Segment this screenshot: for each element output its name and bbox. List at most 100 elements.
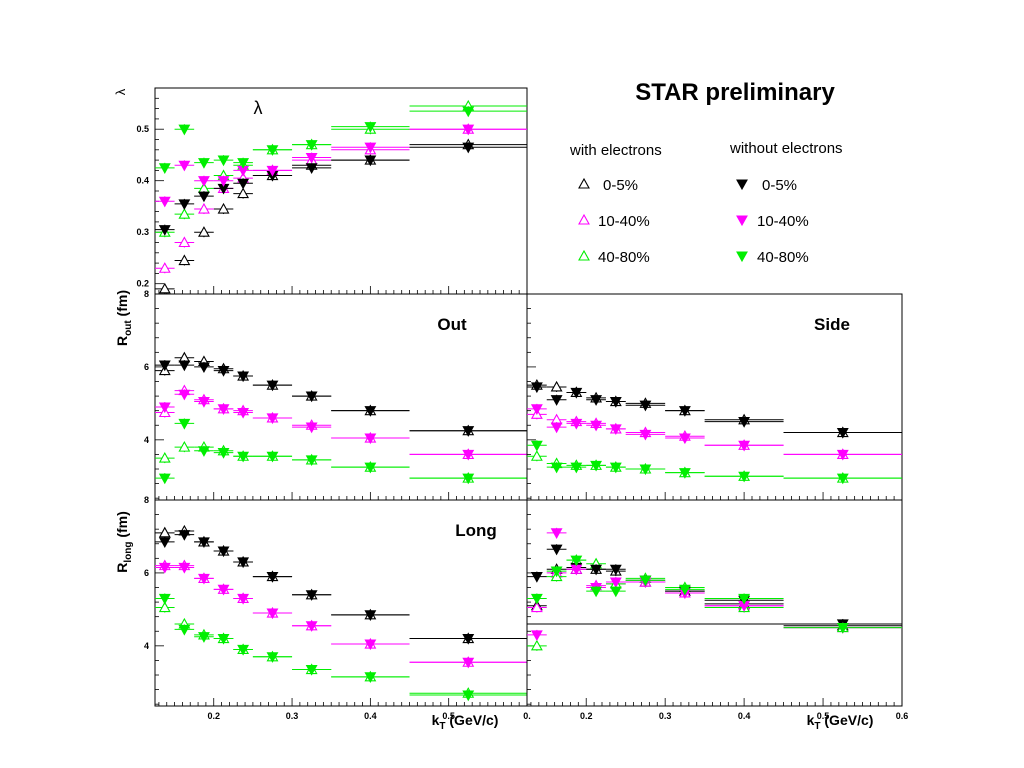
data-point bbox=[462, 142, 475, 154]
data-point bbox=[198, 573, 210, 585]
data-point bbox=[836, 473, 849, 485]
data-point bbox=[364, 142, 377, 154]
data-point bbox=[217, 633, 230, 645]
data-point bbox=[237, 371, 250, 383]
series-1-filled bbox=[155, 562, 527, 669]
data-point bbox=[364, 433, 377, 445]
data-point bbox=[462, 449, 475, 461]
data-point bbox=[738, 417, 751, 428]
data-point bbox=[609, 564, 622, 576]
legend-with-0: 0-5% bbox=[603, 177, 638, 194]
data-point bbox=[158, 163, 171, 174]
panel-frame bbox=[154, 293, 528, 501]
data-point bbox=[530, 639, 543, 651]
data-point bbox=[237, 593, 250, 605]
data-point bbox=[237, 451, 250, 463]
data-point bbox=[178, 360, 191, 372]
x-tick-label: 0.5 bbox=[442, 711, 455, 721]
series-0-open bbox=[155, 351, 527, 436]
data-point bbox=[639, 400, 652, 412]
data-point bbox=[305, 391, 318, 403]
data-point bbox=[158, 196, 171, 208]
figure-title: STAR preliminary bbox=[635, 79, 835, 106]
data-point bbox=[158, 601, 171, 613]
data-point bbox=[305, 590, 318, 601]
data-point bbox=[217, 366, 230, 377]
data-point bbox=[462, 657, 475, 669]
legend-markers bbox=[578, 177, 748, 263]
x-tick-label: 0.3 bbox=[659, 711, 672, 721]
panel-side: Side bbox=[526, 293, 903, 501]
panel-long: 4 6 8 0.2 0.3 0.4 0.5 0. Long Rlong (fm) kT (GeV/c… bbox=[114, 495, 531, 732]
series-1-filled bbox=[155, 389, 527, 461]
data-point bbox=[305, 455, 318, 467]
data-point bbox=[364, 155, 377, 167]
data-point bbox=[550, 395, 563, 406]
series-2-filled bbox=[155, 106, 527, 174]
data-point bbox=[217, 584, 230, 596]
data-point bbox=[158, 262, 171, 273]
data-point bbox=[217, 546, 230, 558]
data-point bbox=[217, 404, 230, 415]
data-point bbox=[364, 672, 377, 683]
data-point bbox=[178, 124, 191, 136]
legend-marker-with-1 bbox=[578, 213, 590, 225]
data-point bbox=[237, 158, 250, 169]
data-point bbox=[266, 413, 279, 425]
data-point bbox=[590, 460, 603, 472]
y-tick-label: 0.2 bbox=[136, 279, 149, 289]
data-point bbox=[198, 226, 210, 237]
panel-label: λ bbox=[254, 98, 263, 118]
data-point bbox=[462, 473, 475, 485]
data-point bbox=[364, 406, 377, 417]
data-point bbox=[178, 562, 191, 574]
data-point bbox=[530, 630, 543, 642]
x-tick-label: 0.5 bbox=[817, 711, 830, 721]
data-point bbox=[678, 406, 691, 417]
series-0-open bbox=[155, 524, 527, 644]
legend-marker-without-0 bbox=[736, 179, 748, 191]
x-tick-label: 0.6 bbox=[896, 711, 909, 721]
data-point bbox=[178, 624, 191, 636]
x-axis-title: kT (GeV/c) bbox=[432, 712, 499, 732]
data-point bbox=[178, 254, 191, 266]
data-point bbox=[462, 426, 475, 437]
data-point bbox=[590, 420, 603, 432]
data-point bbox=[178, 389, 191, 401]
data-point bbox=[266, 652, 279, 663]
data-point bbox=[639, 464, 652, 476]
legend-marker-without-2 bbox=[736, 251, 748, 263]
panel-label: Side bbox=[814, 315, 850, 334]
data-point bbox=[305, 140, 318, 151]
data-point bbox=[305, 664, 318, 676]
data-point bbox=[178, 418, 191, 430]
legend-header-with: with electrons bbox=[569, 142, 662, 159]
data-point bbox=[305, 163, 318, 174]
y-tick-label: 6 bbox=[144, 568, 149, 578]
data-point bbox=[198, 446, 210, 457]
data-point bbox=[836, 449, 849, 461]
series-2-filled bbox=[155, 593, 527, 702]
data-point bbox=[590, 586, 603, 598]
data-point bbox=[738, 471, 751, 483]
data-point bbox=[570, 462, 583, 474]
data-point bbox=[266, 451, 279, 463]
data-point bbox=[550, 528, 563, 539]
data-point bbox=[550, 462, 563, 474]
data-point bbox=[198, 537, 210, 549]
legend-marker-with-2 bbox=[578, 249, 590, 261]
data-point bbox=[609, 424, 622, 436]
legend-with-2: 40-80% bbox=[598, 249, 650, 266]
data-point bbox=[158, 360, 171, 372]
data-point bbox=[530, 440, 543, 452]
data-point bbox=[530, 572, 543, 583]
y-tick-label: 6 bbox=[144, 362, 149, 372]
x-tick-label: 0.2 bbox=[207, 711, 220, 721]
series-2-filled bbox=[527, 555, 902, 634]
data-point bbox=[217, 176, 230, 187]
data-point bbox=[158, 451, 171, 463]
panel-long_side: 0.2 0.3 0.4 0.5 0.6 kT (GeV/c) bbox=[526, 499, 909, 732]
panel-out: 4 6 8 Out Rout (fm) bbox=[114, 289, 528, 501]
